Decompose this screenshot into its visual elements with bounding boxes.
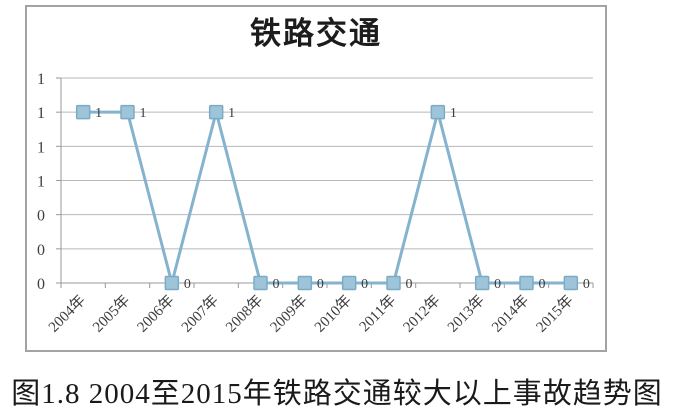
y-tick-label: 1 — [37, 71, 45, 88]
figure-caption: 图1.8 2004至2015年铁路交通较大以上事故趋势图 — [11, 378, 663, 410]
data-label: 1 — [95, 106, 102, 121]
x-axis-label: 2010年 — [311, 292, 355, 336]
data-point-marker — [474, 275, 490, 291]
x-axis-label: 2014年 — [488, 292, 532, 336]
data-point-marker — [297, 275, 313, 291]
data-label: 1 — [140, 106, 147, 121]
data-point-marker — [75, 104, 91, 120]
line-chart: 111100012004年12005年02006年12007年02008年020… — [37, 71, 594, 336]
data-label: 1 — [450, 106, 457, 121]
data-label: 0 — [361, 277, 368, 292]
data-label: 0 — [273, 277, 280, 292]
data-label: 0 — [583, 277, 590, 292]
x-axis-label: 2011年 — [356, 292, 399, 335]
y-tick-label: 1 — [37, 139, 45, 156]
y-tick-label: 1 — [37, 174, 45, 191]
data-point-marker — [563, 275, 579, 291]
chart-title: 铁路交通 — [250, 16, 382, 51]
data-point-marker — [164, 275, 180, 291]
x-axis-label: 2012年 — [400, 292, 444, 336]
x-axis-label: 2015年 — [533, 292, 577, 336]
data-label: 0 — [317, 277, 324, 292]
x-axis-label: 2004年 — [45, 292, 89, 336]
y-tick-label: 0 — [37, 242, 45, 259]
data-point-marker — [341, 275, 357, 291]
data-label: 0 — [184, 277, 191, 292]
data-point-marker — [120, 104, 135, 120]
x-axis-label: 2013年 — [444, 292, 488, 336]
data-point-marker — [519, 275, 534, 291]
x-axis-label: 2006年 — [134, 292, 178, 336]
x-axis-label: 2007年 — [178, 292, 222, 336]
data-label: 0 — [539, 277, 546, 292]
data-label: 0 — [494, 277, 501, 292]
series-line — [81, 110, 573, 285]
y-tick-label: 0 — [37, 208, 45, 225]
data-point-marker — [386, 275, 401, 291]
x-axis-label: 2005年 — [89, 292, 133, 336]
y-tick-label: 0 — [37, 276, 45, 293]
x-axis-label: 2009年 — [267, 292, 311, 336]
x-axis-label: 2008年 — [222, 292, 266, 336]
chart-frame: 铁路交通 1 1 1 1 0 0 0 1 2004年 1 2005年 0 2006年 1 2007年 0 200… — [25, 5, 607, 352]
data-point-marker — [253, 275, 268, 291]
data-point-marker — [430, 104, 446, 120]
data-label: 1 — [228, 106, 235, 121]
data-point-marker — [208, 104, 224, 120]
y-tick-label: 1 — [37, 105, 45, 122]
data-label: 0 — [406, 277, 413, 292]
